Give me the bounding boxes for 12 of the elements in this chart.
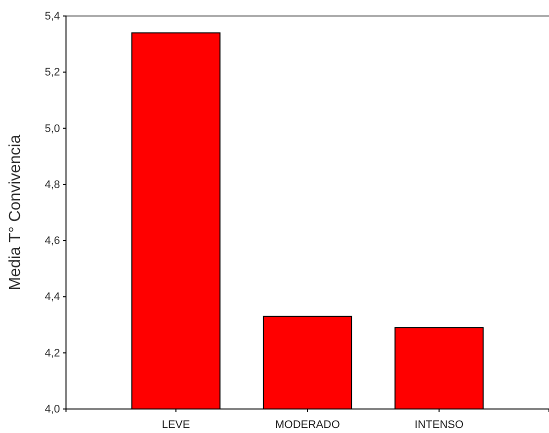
y-tick-label: 5,2 xyxy=(44,66,60,79)
y-axis-title: Media T° Convivencia xyxy=(7,134,24,290)
x-tick-label: LEVE xyxy=(162,418,190,431)
y-tick-label: 5,4 xyxy=(44,10,60,23)
y-tick-label: 5,0 xyxy=(44,122,60,135)
y-tick-label: 4,0 xyxy=(44,404,60,416)
y-tick-label: 4,2 xyxy=(44,347,60,360)
y-tick-label: 4,6 xyxy=(44,235,60,248)
x-tick-label: MODERADO xyxy=(275,418,340,431)
y-tick-label: 4,8 xyxy=(44,178,60,191)
y-tick-label: 4,4 xyxy=(44,291,60,304)
x-tick-label: INTENSO xyxy=(414,418,464,431)
